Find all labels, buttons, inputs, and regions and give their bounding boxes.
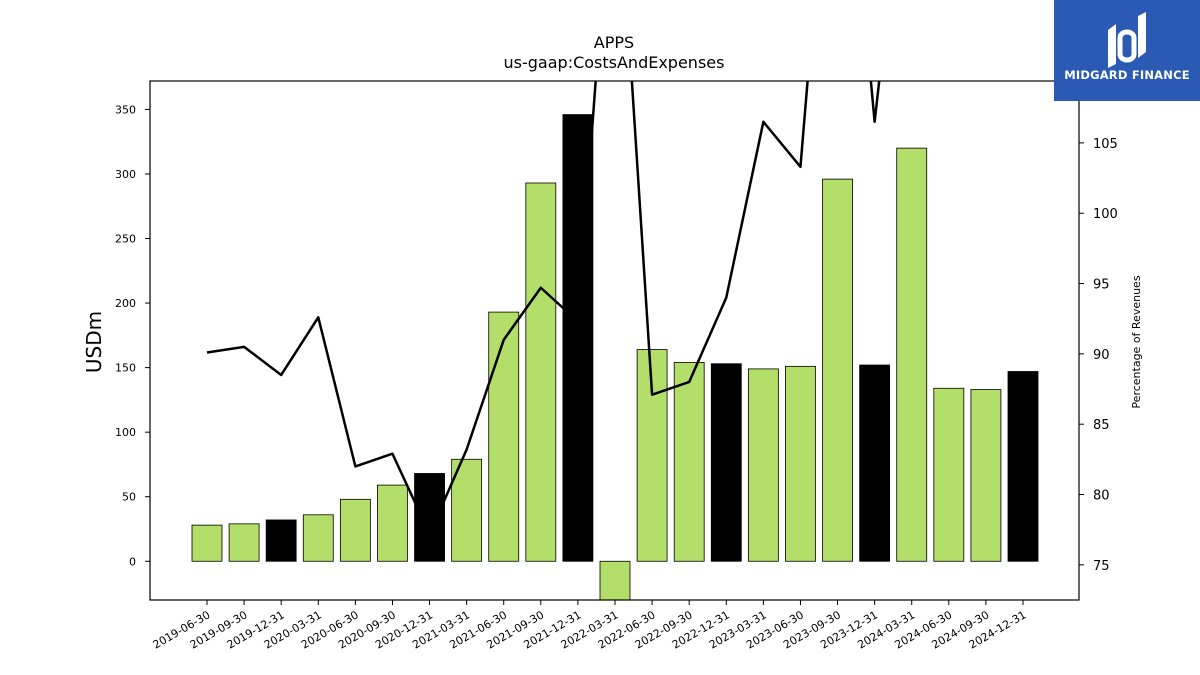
midgard-logo-icon (1108, 12, 1146, 68)
bar-2020-12-31 (414, 473, 445, 562)
bar-2023-06-30 (785, 365, 816, 562)
chart-subtitle: us-gaap:CostsAndExpenses (504, 53, 725, 72)
bar-2022-09-30 (673, 362, 705, 562)
bar-2021-03-31 (451, 458, 483, 562)
bar-2023-12-31 (859, 364, 891, 562)
bar-2019-06-30 (191, 524, 223, 562)
bar-2022-12-31 (710, 363, 742, 562)
bar-2024-09-30 (970, 389, 1002, 562)
bar-2021-09-30 (525, 182, 557, 562)
y-tick-label-right-90: 90 (1093, 348, 1110, 363)
bar-2019-12-31 (265, 519, 297, 562)
y-tick-label-left-200: 200 (115, 297, 136, 310)
y-tick-label-right-105: 105 (1093, 137, 1118, 152)
y-tick-label-left-150: 150 (115, 362, 136, 375)
bar-2024-06-30 (933, 387, 965, 562)
y-tick-label-right-95: 95 (1093, 278, 1110, 293)
y-tick-label-right-80: 80 (1093, 489, 1110, 504)
bar-2024-03-31 (896, 147, 928, 562)
bar-2019-09-30 (228, 523, 260, 562)
percentage-line (206, 81, 881, 536)
bar-2024-12-31 (1007, 371, 1039, 562)
midgard-finance-logo: MIDGARD FINANCE (1054, 0, 1200, 101)
y-tick-label-right-75: 75 (1093, 559, 1110, 574)
y-tick-label-left-50: 50 (122, 491, 136, 504)
bar-2020-09-30 (377, 484, 408, 562)
bar-2023-03-31 (747, 368, 779, 562)
y-axis-label-right: Percentage of Revenues (1130, 275, 1143, 408)
bar-2023-09-30 (822, 178, 853, 562)
y-tick-label-right-85: 85 (1093, 418, 1110, 433)
y-tick-label-left-100: 100 (115, 426, 136, 439)
bar-2020-06-30 (339, 498, 371, 562)
y-tick-label-left-250: 250 (115, 233, 136, 246)
y-tick-label-left-0: 0 (129, 555, 136, 568)
y-tick-label-right-100: 100 (1093, 207, 1118, 222)
logo-text: MIDGARD FINANCE (1064, 68, 1190, 82)
chart-title: APPS (594, 33, 634, 52)
y-tick-label-left-300: 300 (115, 168, 136, 181)
y-tick-label-left-350: 350 (115, 103, 136, 116)
bar-2022-03-31 (599, 560, 631, 600)
y-axis-label-left: USDm (82, 311, 106, 373)
bar-2020-03-31 (302, 514, 334, 562)
bar-2021-06-30 (488, 311, 520, 562)
